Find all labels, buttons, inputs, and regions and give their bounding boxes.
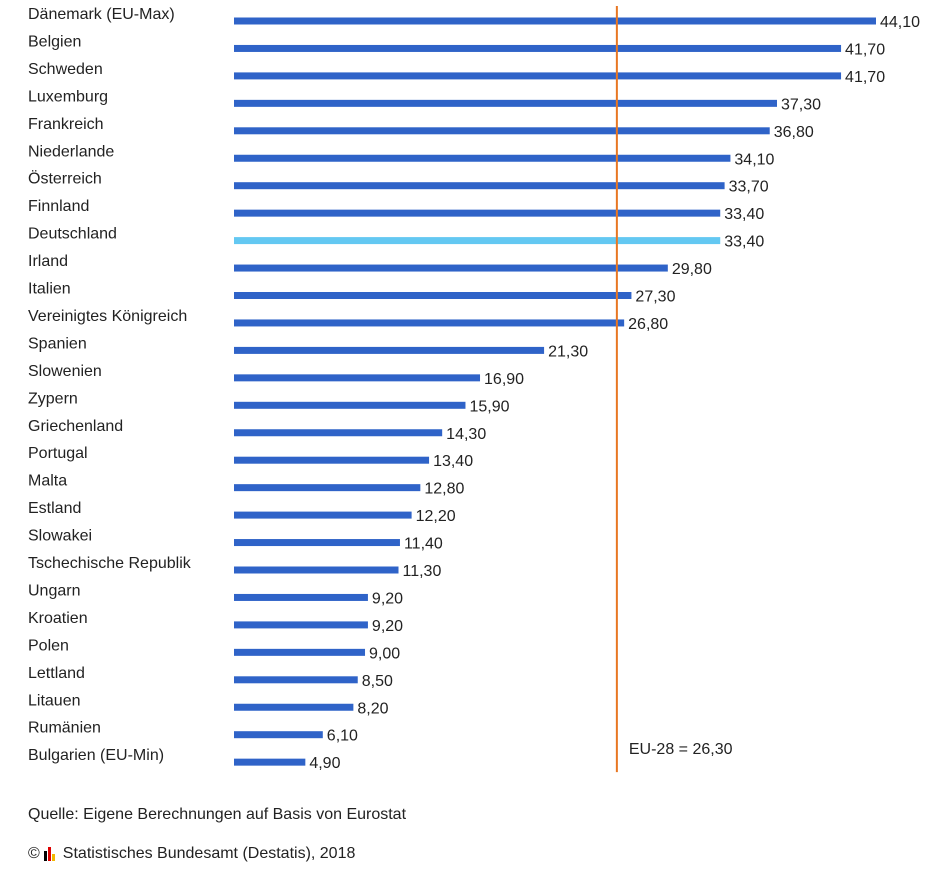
value-label: 9,20 — [372, 590, 403, 607]
value-label: 15,90 — [469, 398, 509, 415]
category-label: Frankreich — [28, 116, 104, 133]
value-label: 33,70 — [729, 179, 769, 196]
bar — [234, 127, 770, 135]
category-label: Deutschland — [28, 226, 117, 243]
bar — [234, 676, 358, 684]
bar — [234, 72, 842, 80]
reference-label: EU-28 = 26,30 — [629, 741, 733, 758]
bar — [234, 99, 778, 107]
value-label: 29,80 — [672, 261, 712, 278]
value-label: 16,90 — [484, 371, 524, 388]
value-label: 8,20 — [357, 700, 388, 717]
value-label: 21,30 — [548, 343, 588, 360]
destatis-logo-icon — [43, 847, 55, 861]
value-label: 44,10 — [880, 14, 920, 31]
bar — [234, 731, 323, 739]
value-label: 6,10 — [327, 728, 358, 745]
category-label: Slowenien — [28, 363, 102, 380]
value-label: 37,30 — [781, 96, 821, 113]
bar — [234, 621, 368, 629]
category-label: Irland — [28, 253, 68, 270]
value-label: 9,00 — [369, 645, 400, 662]
category-label: Zypern — [28, 390, 78, 407]
bar — [234, 346, 545, 354]
bar — [234, 429, 443, 437]
bar — [234, 539, 400, 547]
value-label: 33,40 — [724, 206, 764, 223]
category-label: Rumänien — [28, 720, 101, 737]
category-label: Slowakei — [28, 528, 92, 545]
category-label: Belgien — [28, 33, 81, 50]
value-label: 11,30 — [403, 563, 442, 580]
value-label: 8,50 — [362, 673, 393, 690]
bar — [234, 182, 725, 190]
category-label: Polen — [28, 637, 69, 654]
bar — [234, 264, 668, 272]
category-label: Finnland — [28, 198, 89, 215]
category-label: Litauen — [28, 692, 81, 709]
category-label: Griechenland — [28, 418, 123, 435]
value-label: 36,80 — [774, 124, 814, 141]
bar — [234, 758, 306, 766]
category-label: Niederlande — [28, 143, 114, 160]
category-label: Tschechische Republik — [28, 555, 192, 572]
category-label: Österreich — [28, 170, 102, 188]
category-label: Kroatien — [28, 610, 88, 627]
source-note: Quelle: Eigene Berechnungen auf Basis vo… — [28, 806, 407, 823]
bar — [234, 484, 421, 492]
bar — [234, 703, 354, 711]
category-label: Dänemark (EU-Max) — [28, 6, 175, 23]
category-label: Lettland — [28, 665, 85, 682]
category-label: Estland — [28, 500, 81, 517]
copyright-text: Statistisches Bundesamt (Destatis), 2018 — [62, 845, 356, 862]
value-label: 41,70 — [845, 41, 885, 58]
bar — [234, 648, 366, 656]
category-label: Schweden — [28, 61, 103, 78]
bar — [234, 401, 466, 409]
bar-chart: Dänemark (EU-Max) 44,10 Belgien 41,70 Schwed… — [28, 6, 920, 773]
value-label: 9,20 — [372, 618, 403, 635]
bar — [234, 593, 368, 601]
value-label: 27,30 — [635, 289, 675, 306]
value-label: 12,20 — [416, 508, 456, 525]
bar — [234, 374, 481, 382]
value-label: 33,40 — [724, 234, 764, 251]
bar — [234, 44, 842, 52]
bar — [234, 17, 876, 25]
value-label: 14,30 — [446, 426, 486, 443]
category-label: Vereinigtes Königreich — [28, 308, 187, 325]
category-label: Spanien — [28, 335, 87, 352]
value-label: 4,90 — [309, 755, 340, 772]
value-label: 13,40 — [433, 453, 473, 470]
value-label: 12,80 — [424, 481, 464, 498]
bar — [234, 209, 721, 217]
category-label: Italien — [28, 281, 71, 298]
bar — [234, 292, 632, 299]
value-label: 41,70 — [845, 69, 885, 86]
bar — [234, 566, 399, 574]
category-label: Malta — [28, 473, 67, 490]
bar — [234, 511, 412, 519]
category-label: Bulgarien (EU-Min) — [28, 747, 164, 764]
value-label: 26,80 — [628, 316, 668, 333]
bar — [234, 319, 625, 327]
category-label: Ungarn — [28, 582, 80, 599]
value-label: 34,10 — [734, 151, 774, 168]
category-label: Portugal — [28, 445, 88, 462]
value-label: 11,40 — [404, 536, 443, 553]
bar — [234, 456, 430, 464]
category-label: Luxemburg — [28, 88, 108, 105]
copyright-note: © Statistisches Bundesamt (Destatis), 20… — [28, 845, 355, 863]
bar-highlight — [234, 237, 721, 245]
copyright-symbol: © — [28, 845, 40, 862]
bar — [234, 154, 731, 162]
